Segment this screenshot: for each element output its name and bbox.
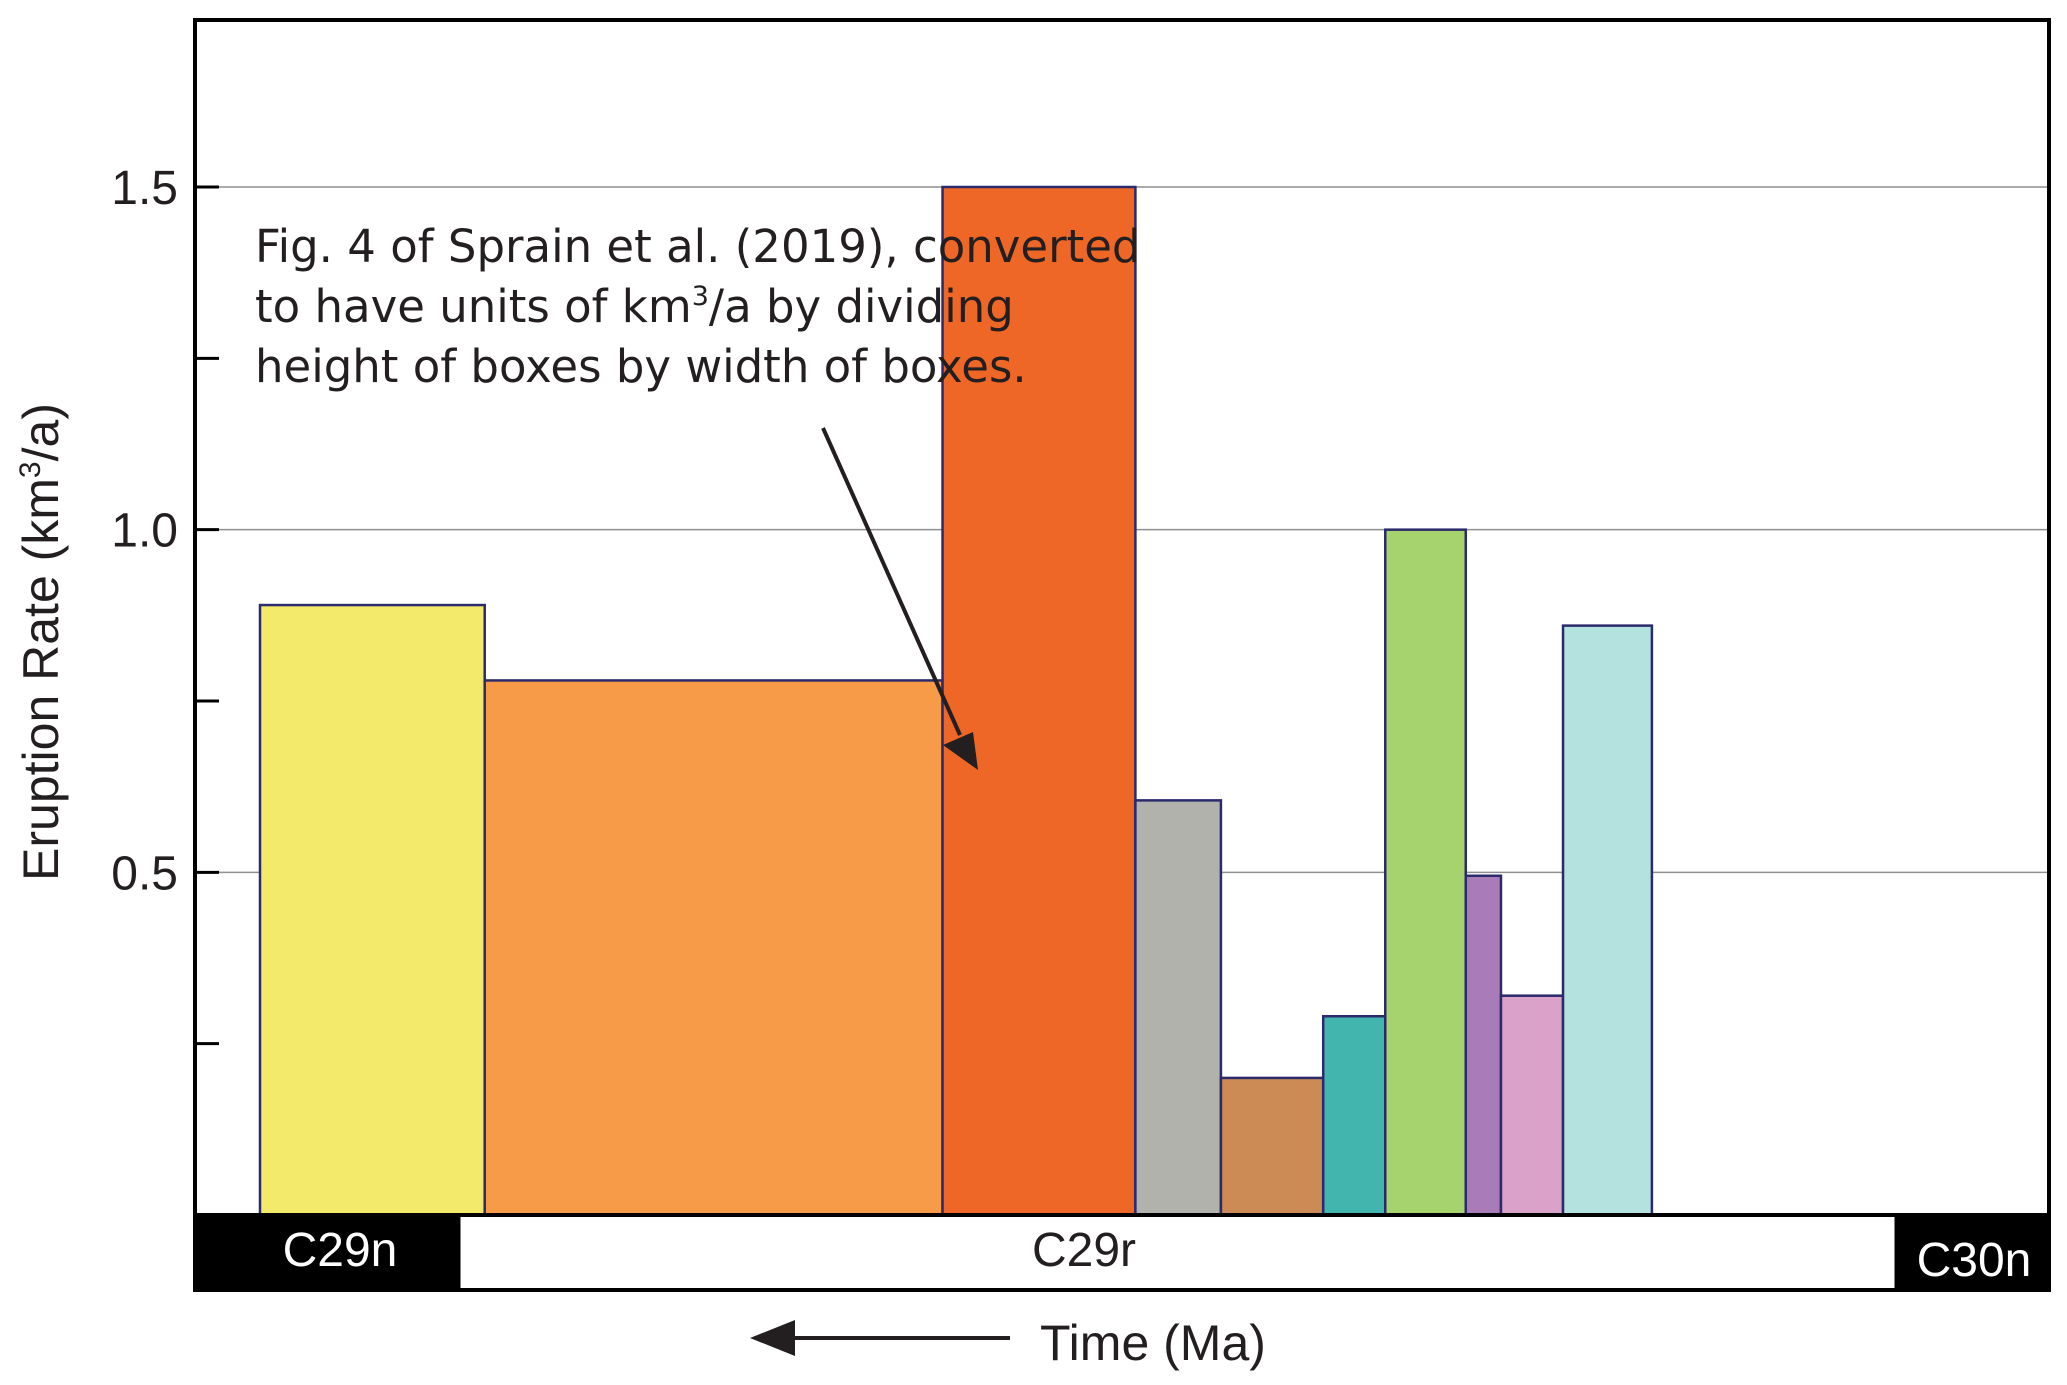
chron-label-c29r: C29r — [1032, 1224, 1136, 1277]
bar-4 — [1134, 799, 1223, 1217]
annotation-line-2-pre: to have units of km — [255, 280, 692, 333]
bar-2 — [483, 679, 944, 1217]
chron-label-c29n: C29n — [283, 1224, 398, 1277]
chron-box-c29n — [197, 1217, 459, 1288]
annotation: Fig. 4 of Sprain et al. (2019), converte… — [255, 220, 1141, 770]
bar-9 — [1499, 994, 1565, 1217]
y-axis-title-main: Eruption Rate (km — [13, 478, 69, 881]
annotation-line-2-post: /a by dividing — [709, 280, 1014, 333]
chron-label-c30n: C30n — [1917, 1234, 2032, 1287]
bar-7 — [1384, 528, 1468, 1217]
y-axis-title-superscript: 3 — [14, 461, 47, 478]
bar-5 — [1219, 1076, 1325, 1217]
bar-1 — [258, 603, 486, 1217]
annotation-arrow-icon — [943, 732, 978, 770]
y-tick-label: 1.0 — [111, 505, 178, 558]
y-axis-title: Eruption Rate (km3/a) — [13, 403, 69, 881]
x-axis-title: Time (Ma) — [1040, 1315, 1266, 1371]
bar-10 — [1561, 624, 1654, 1217]
bar-3 — [941, 185, 1137, 1217]
y-tick-label: 0.5 — [111, 847, 178, 900]
annotation-line-2-superscript: 3 — [692, 281, 709, 312]
y-axis: 0.5 1.0 1.5 — [111, 162, 219, 1046]
annotation-line-1: Fig. 4 of Sprain et al. (2019), converte… — [255, 220, 1141, 273]
chron-box-c30n — [1896, 1217, 2047, 1288]
bars — [258, 185, 1654, 1217]
bar-8 — [1464, 874, 1503, 1217]
time-arrow-icon — [750, 1320, 795, 1356]
chron-box-c29r — [459, 1217, 1896, 1288]
y-tick-label: 1.5 — [111, 162, 178, 215]
x-axis: Time (Ma) — [750, 1315, 1266, 1371]
y-axis-title-tail: /a) — [13, 403, 69, 461]
annotation-line-2: to have units of km3/a by dividing — [255, 280, 1014, 333]
chron-bar: C29n C29r C30n — [197, 1215, 2047, 1290]
plot-frame — [193, 18, 2051, 1292]
annotation-arrow-shaft — [821, 427, 962, 736]
annotation-line-3: height of boxes by width of boxes. — [255, 340, 1027, 393]
bar-6 — [1321, 1015, 1387, 1217]
